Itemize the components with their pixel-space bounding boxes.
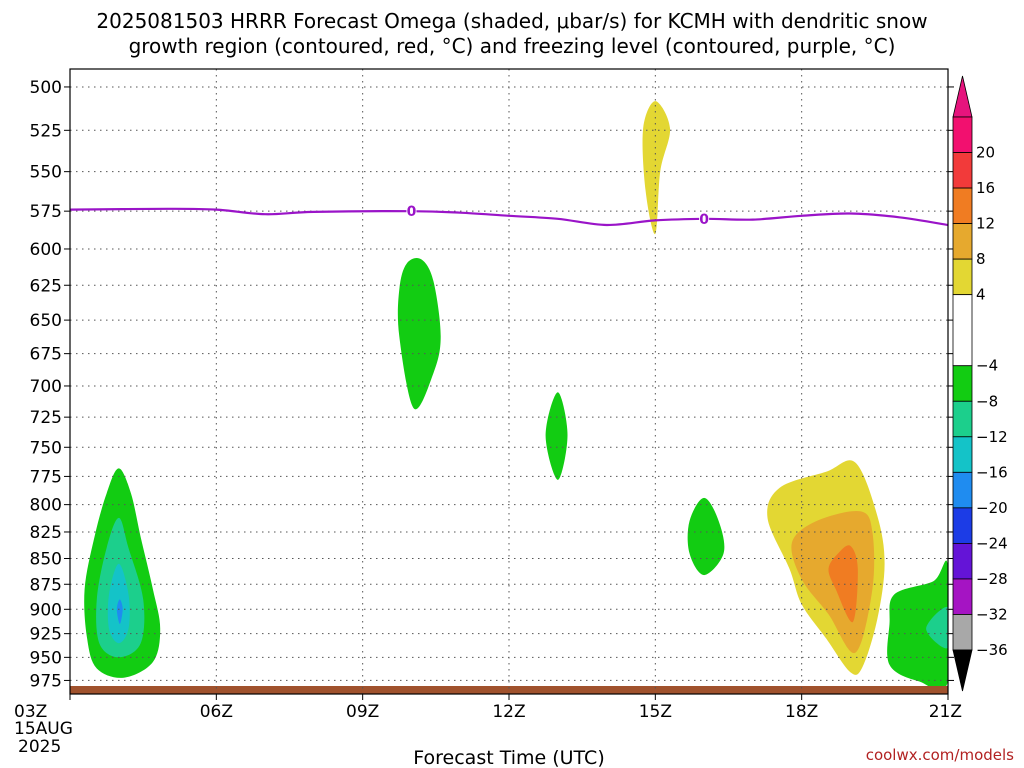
y-tick-label-625: 625 [30, 276, 62, 296]
colorbar-label-1: 16 [976, 179, 995, 197]
colorbar-label-9: −20 [976, 499, 1008, 517]
colorbar-label-6: −8 [976, 392, 998, 410]
x-start-date: 15AUG [14, 719, 73, 739]
colorbar-band-6 [952, 365, 973, 402]
x-axis-ticks: 03Z 06Z 09Z 12Z 15Z 18Z 21Z [14, 694, 962, 722]
omega-region-9 [642, 101, 671, 235]
x-start-year: 2025 [18, 737, 61, 757]
omega-region-3 [116, 599, 123, 624]
y-tick-label-800: 800 [30, 496, 62, 516]
y-axis-ticks: 500 525 550 575 600 625 650 675 700 725 750 775 800 8… [30, 78, 954, 691]
y-tick-label-775: 775 [30, 467, 62, 487]
x-tick-label-18Z: 18Z [785, 702, 818, 722]
omega-region-7 [887, 560, 948, 689]
freezing-level-label-bg-1 [699, 211, 710, 226]
colorbar-label-10: −24 [976, 534, 1008, 552]
colorbar-label-0: 20 [976, 144, 995, 162]
x-axis-label: Forecast Time (UTC) [413, 747, 604, 768]
y-tick-label-750: 750 [30, 438, 62, 458]
y-tick-label-875: 875 [30, 575, 62, 595]
colorbar-band-13 [952, 614, 973, 651]
colorbar-top-arrow [952, 75, 973, 118]
y-tick-label-700: 700 [30, 377, 62, 397]
colorbar-band-2 [952, 187, 973, 224]
y-tick-label-850: 850 [30, 550, 62, 570]
colorbar-band-8 [952, 436, 973, 473]
colorbar-band-5 [952, 294, 973, 367]
y-tick-label-725: 725 [30, 408, 62, 428]
omega-region-8 [926, 607, 948, 649]
x-tick-label-12Z: 12Z [492, 702, 525, 722]
grid-lines [70, 69, 948, 694]
ground-surface [70, 686, 948, 694]
y-tick-label-575: 575 [30, 202, 62, 222]
credit-text: coolwx.com/models [866, 746, 1014, 764]
x-tick-label-21Z: 21Z [929, 702, 962, 722]
colorbar-label-3: 8 [976, 250, 986, 268]
y-tick-label-950: 950 [30, 648, 62, 668]
freezing-level-label-bg-0 [406, 204, 417, 219]
colorbar-bottom-arrow [952, 649, 973, 692]
y-tick-label-975: 975 [30, 671, 62, 691]
colorbar-band-1 [952, 152, 973, 189]
colorbar-label-8: −16 [976, 463, 1008, 481]
x-tick-label-03Z: 03Z [14, 702, 47, 722]
colorbar-band-0 [952, 116, 973, 153]
chart-title-line1: 2025081503 HRRR Forecast Omega (shaded, … [96, 9, 927, 33]
freezing-level-line [70, 207, 948, 227]
colorbar-label-2: 12 [976, 215, 995, 233]
colorbar-label-4: 4 [976, 286, 986, 304]
colorbar: 20 16 12 8 4 −4 −8 −12 −16 −20 −24 −28 −32 −36 [952, 75, 1008, 692]
x-tick-label-15Z: 15Z [639, 702, 672, 722]
colorbar-label-13: −36 [976, 641, 1008, 659]
chart-title-line2: growth region (contoured, red, °C) and f… [129, 34, 896, 58]
omega-shading [84, 101, 948, 689]
colorbar-label-7: −12 [976, 428, 1008, 446]
colorbar-band-4 [952, 258, 973, 296]
omega-region-5 [545, 392, 568, 480]
colorbar-band-9 [952, 471, 973, 509]
y-tick-label-500: 500 [30, 78, 62, 98]
y-tick-label-675: 675 [30, 345, 62, 365]
colorbar-band-12 [952, 578, 973, 615]
x-tick-label-06Z: 06Z [200, 702, 233, 722]
freezing-level-label-1: 0 [699, 212, 709, 228]
omega-region-12 [828, 545, 858, 623]
y-tick-label-550: 550 [30, 163, 62, 183]
y-tick-label-600: 600 [30, 240, 62, 260]
omega-region-4 [397, 258, 441, 410]
colorbar-band-3 [952, 223, 973, 260]
y-tick-label-525: 525 [30, 121, 62, 141]
y-tick-label-650: 650 [30, 311, 62, 331]
colorbar-label-11: −28 [976, 570, 1008, 588]
colorbar-band-11 [952, 543, 973, 580]
y-tick-label-825: 825 [30, 523, 62, 543]
y-tick-label-900: 900 [30, 600, 62, 620]
y-tick-label-925: 925 [30, 625, 62, 645]
colorbar-band-10 [952, 507, 973, 544]
x-tick-label-09Z: 09Z [346, 702, 379, 722]
omega-region-6 [687, 497, 725, 576]
colorbar-label-12: −32 [976, 605, 1008, 623]
colorbar-band-7 [952, 400, 973, 438]
colorbar-label-5: −4 [976, 357, 998, 375]
freezing-level-label-0: 0 [407, 204, 417, 220]
